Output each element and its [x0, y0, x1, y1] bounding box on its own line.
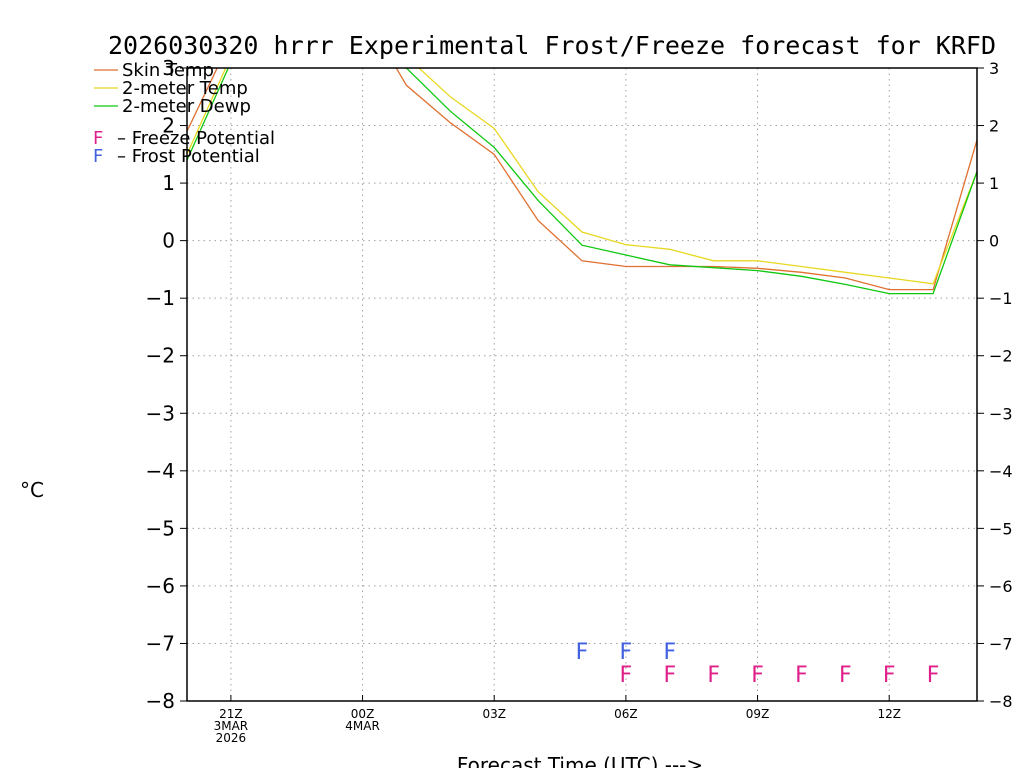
y-tick-label: 0: [989, 232, 999, 251]
y-tick-label: −2: [989, 347, 1013, 366]
y-tick-label: 0: [162, 229, 175, 253]
series-2-meter-temp: [187, 68, 977, 285]
freeze-marker: F: [883, 663, 896, 688]
legend-potential-label: – Freeze Potential: [117, 128, 275, 149]
freeze-marker: F: [751, 663, 764, 688]
frost-freeze-markers: F F FF F F F F F F F: [576, 640, 940, 688]
legend-label: 2-meter Temp: [122, 78, 248, 99]
legend-potential-symbol: F: [93, 128, 103, 149]
y-axis-right: 3 2 1 0 −1 −2 −3 −4 −5 −6 −7 −8: [977, 59, 1013, 711]
grid-lines: [187, 68, 977, 701]
x-tick-label: 09Z: [746, 707, 770, 721]
y-tick-label: −6: [146, 574, 175, 598]
y-tick-label: 3: [989, 59, 999, 78]
x-tick-label: 12Z: [877, 707, 901, 721]
x-tick-label: 06Z: [614, 707, 638, 721]
y-tick-label: −4: [146, 459, 175, 483]
y-tick-label: −4: [989, 462, 1013, 481]
legend-potential-label: – Frost Potential: [117, 146, 260, 167]
freeze-marker: F: [620, 663, 633, 688]
legend-label: Skin Temp: [122, 60, 214, 81]
x-tick-label: 00Z: [351, 707, 375, 721]
legend-label: 2-meter Dewp: [122, 96, 251, 117]
frost-marker: F: [620, 640, 633, 665]
frost-marker: F: [663, 640, 676, 665]
x-tick-label: 03Z: [482, 707, 506, 721]
freeze-marker: F: [795, 663, 808, 688]
y-axis-left: 3 2 1 0 −1 −2 −3 −4 −5 −6 −7 −8: [146, 56, 187, 713]
series-2-meter-dewp: [187, 68, 977, 295]
y-axis-label: °C: [20, 478, 44, 502]
y-tick-label: −5: [989, 519, 1013, 538]
y-tick-label: 3: [162, 56, 175, 80]
y-tick-label: −1: [146, 286, 175, 310]
x-axis-label: Forecast Time (UTC) --->: [457, 753, 703, 768]
y-tick-label: −8: [146, 689, 175, 713]
series-skin-temp: [187, 68, 977, 291]
freeze-marker: F: [707, 663, 720, 688]
y-tick-label: −7: [146, 631, 175, 655]
y-tick-label: −2: [146, 344, 175, 368]
x-tick-label: 21Z: [219, 707, 243, 721]
chart-title: 2026030320 hrrr Experimental Frost/Freez…: [108, 31, 996, 60]
y-tick-label: −6: [989, 577, 1013, 596]
y-tick-label: −8: [989, 692, 1013, 711]
y-tick-label: 1: [989, 174, 999, 193]
freeze-marker: F: [839, 663, 852, 688]
y-tick-label: 2: [989, 117, 999, 136]
frost-marker: F: [576, 640, 589, 665]
x-tick-label: 3MAR: [214, 719, 249, 733]
y-tick-label: −3: [146, 401, 175, 425]
legend-potential-symbol: F: [93, 146, 103, 167]
freeze-marker: F: [663, 663, 676, 688]
x-tick-label: 4MAR: [345, 719, 380, 733]
series-layer: [187, 68, 977, 295]
y-tick-label: −7: [989, 634, 1013, 653]
y-tick-label: 1: [162, 171, 175, 195]
freeze-marker: F: [927, 663, 940, 688]
plot-frame: [186, 67, 978, 702]
y-tick-label: −5: [146, 516, 175, 540]
x-tick-label: 2026: [216, 731, 247, 745]
y-tick-label: −1: [989, 289, 1013, 308]
y-tick-label: 2: [162, 114, 175, 138]
y-tick-label: −3: [989, 404, 1013, 423]
